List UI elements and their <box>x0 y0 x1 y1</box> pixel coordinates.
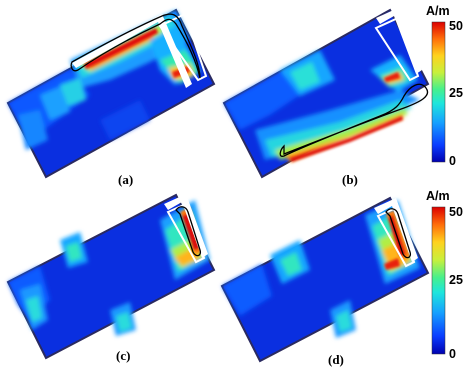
panel-label: (d) <box>328 352 344 367</box>
colorbar-scale <box>431 21 446 163</box>
panel-label: (c) <box>116 348 130 363</box>
colorbar-scale <box>431 206 446 355</box>
partition-wall <box>376 8 422 74</box>
panel-d: (d) <box>220 196 430 367</box>
current-path <box>175 206 202 257</box>
hot-spots <box>290 72 403 162</box>
colorbar-tick-mid: 25 <box>449 273 463 287</box>
colorbar-bottom: A/m 50 25 0 <box>426 189 463 361</box>
conductor <box>376 206 416 268</box>
panel-label: (b) <box>342 172 358 187</box>
partition-wall <box>374 198 418 262</box>
colorbar-unit: A/m <box>426 189 450 203</box>
colorbar-unit: A/m <box>426 4 450 18</box>
conductor <box>158 12 208 82</box>
colorbar-tick-mid: 25 <box>449 86 463 100</box>
current-path <box>385 208 412 259</box>
conductor <box>374 16 420 82</box>
colorbar-tick-max: 50 <box>449 205 463 219</box>
colorbar-tick-max: 50 <box>449 19 463 33</box>
colorbar-tick-min: 0 <box>449 154 456 168</box>
panel-b: (b) <box>222 8 430 187</box>
colorbar-tick-min: 0 <box>449 347 456 361</box>
panel-c: (c) <box>6 193 216 363</box>
current-path <box>279 83 429 157</box>
current-path <box>70 13 201 79</box>
partition-wall <box>72 14 192 88</box>
panel-label: (a) <box>118 172 133 187</box>
field-map <box>224 50 420 162</box>
colorbar-top: A/m 50 25 0 <box>426 4 463 168</box>
room-outline <box>6 193 216 360</box>
panel-a: (a) <box>6 8 216 187</box>
